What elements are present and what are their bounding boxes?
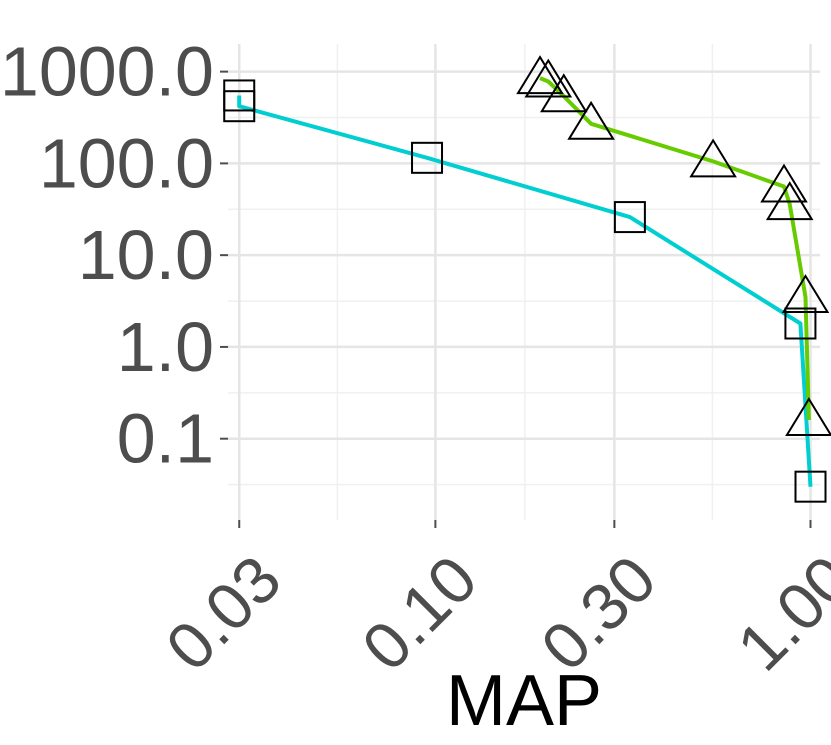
y-tick-label: 1.0 — [117, 308, 214, 386]
plot-panel — [228, 44, 820, 520]
x-tick-label: 1.00 — [723, 541, 831, 684]
triangle-marker — [785, 397, 831, 436]
y-axis-ticks: 0.1 1.0 10.0 100.0 1000.0 — [0, 33, 228, 478]
triangle-marker — [567, 100, 615, 140]
x-tick-label: 0.03 — [152, 541, 295, 684]
y-tick-label: 10.0 — [78, 216, 214, 294]
y-tick-label: 0.1 — [117, 400, 214, 478]
series-line-2 — [539, 76, 811, 421]
triangle-marker — [524, 58, 573, 98]
triangle-marker — [516, 55, 564, 95]
y-tick-label: 100.0 — [39, 124, 214, 202]
triangle-marker — [760, 163, 808, 203]
series-line-1 — [237, 95, 813, 487]
square-marker — [784, 307, 817, 340]
triangle-marker — [689, 138, 737, 178]
square-marker — [613, 201, 646, 234]
y-tick-label: 1000.0 — [0, 33, 214, 111]
x-axis-title: MAP — [446, 661, 602, 741]
triangle-marker — [540, 73, 588, 113]
x-axis-ticks: 0.03 0.10 0.30 1.00 — [152, 520, 831, 684]
series-lines — [237, 76, 813, 487]
square-marker — [411, 141, 444, 174]
series-markers — [223, 55, 831, 503]
triangle-marker — [781, 274, 830, 313]
square-marker — [223, 90, 256, 123]
triangle-marker — [765, 181, 814, 221]
minor-gridlines — [228, 44, 820, 520]
major-gridlines — [228, 44, 820, 520]
square-marker — [794, 470, 827, 503]
